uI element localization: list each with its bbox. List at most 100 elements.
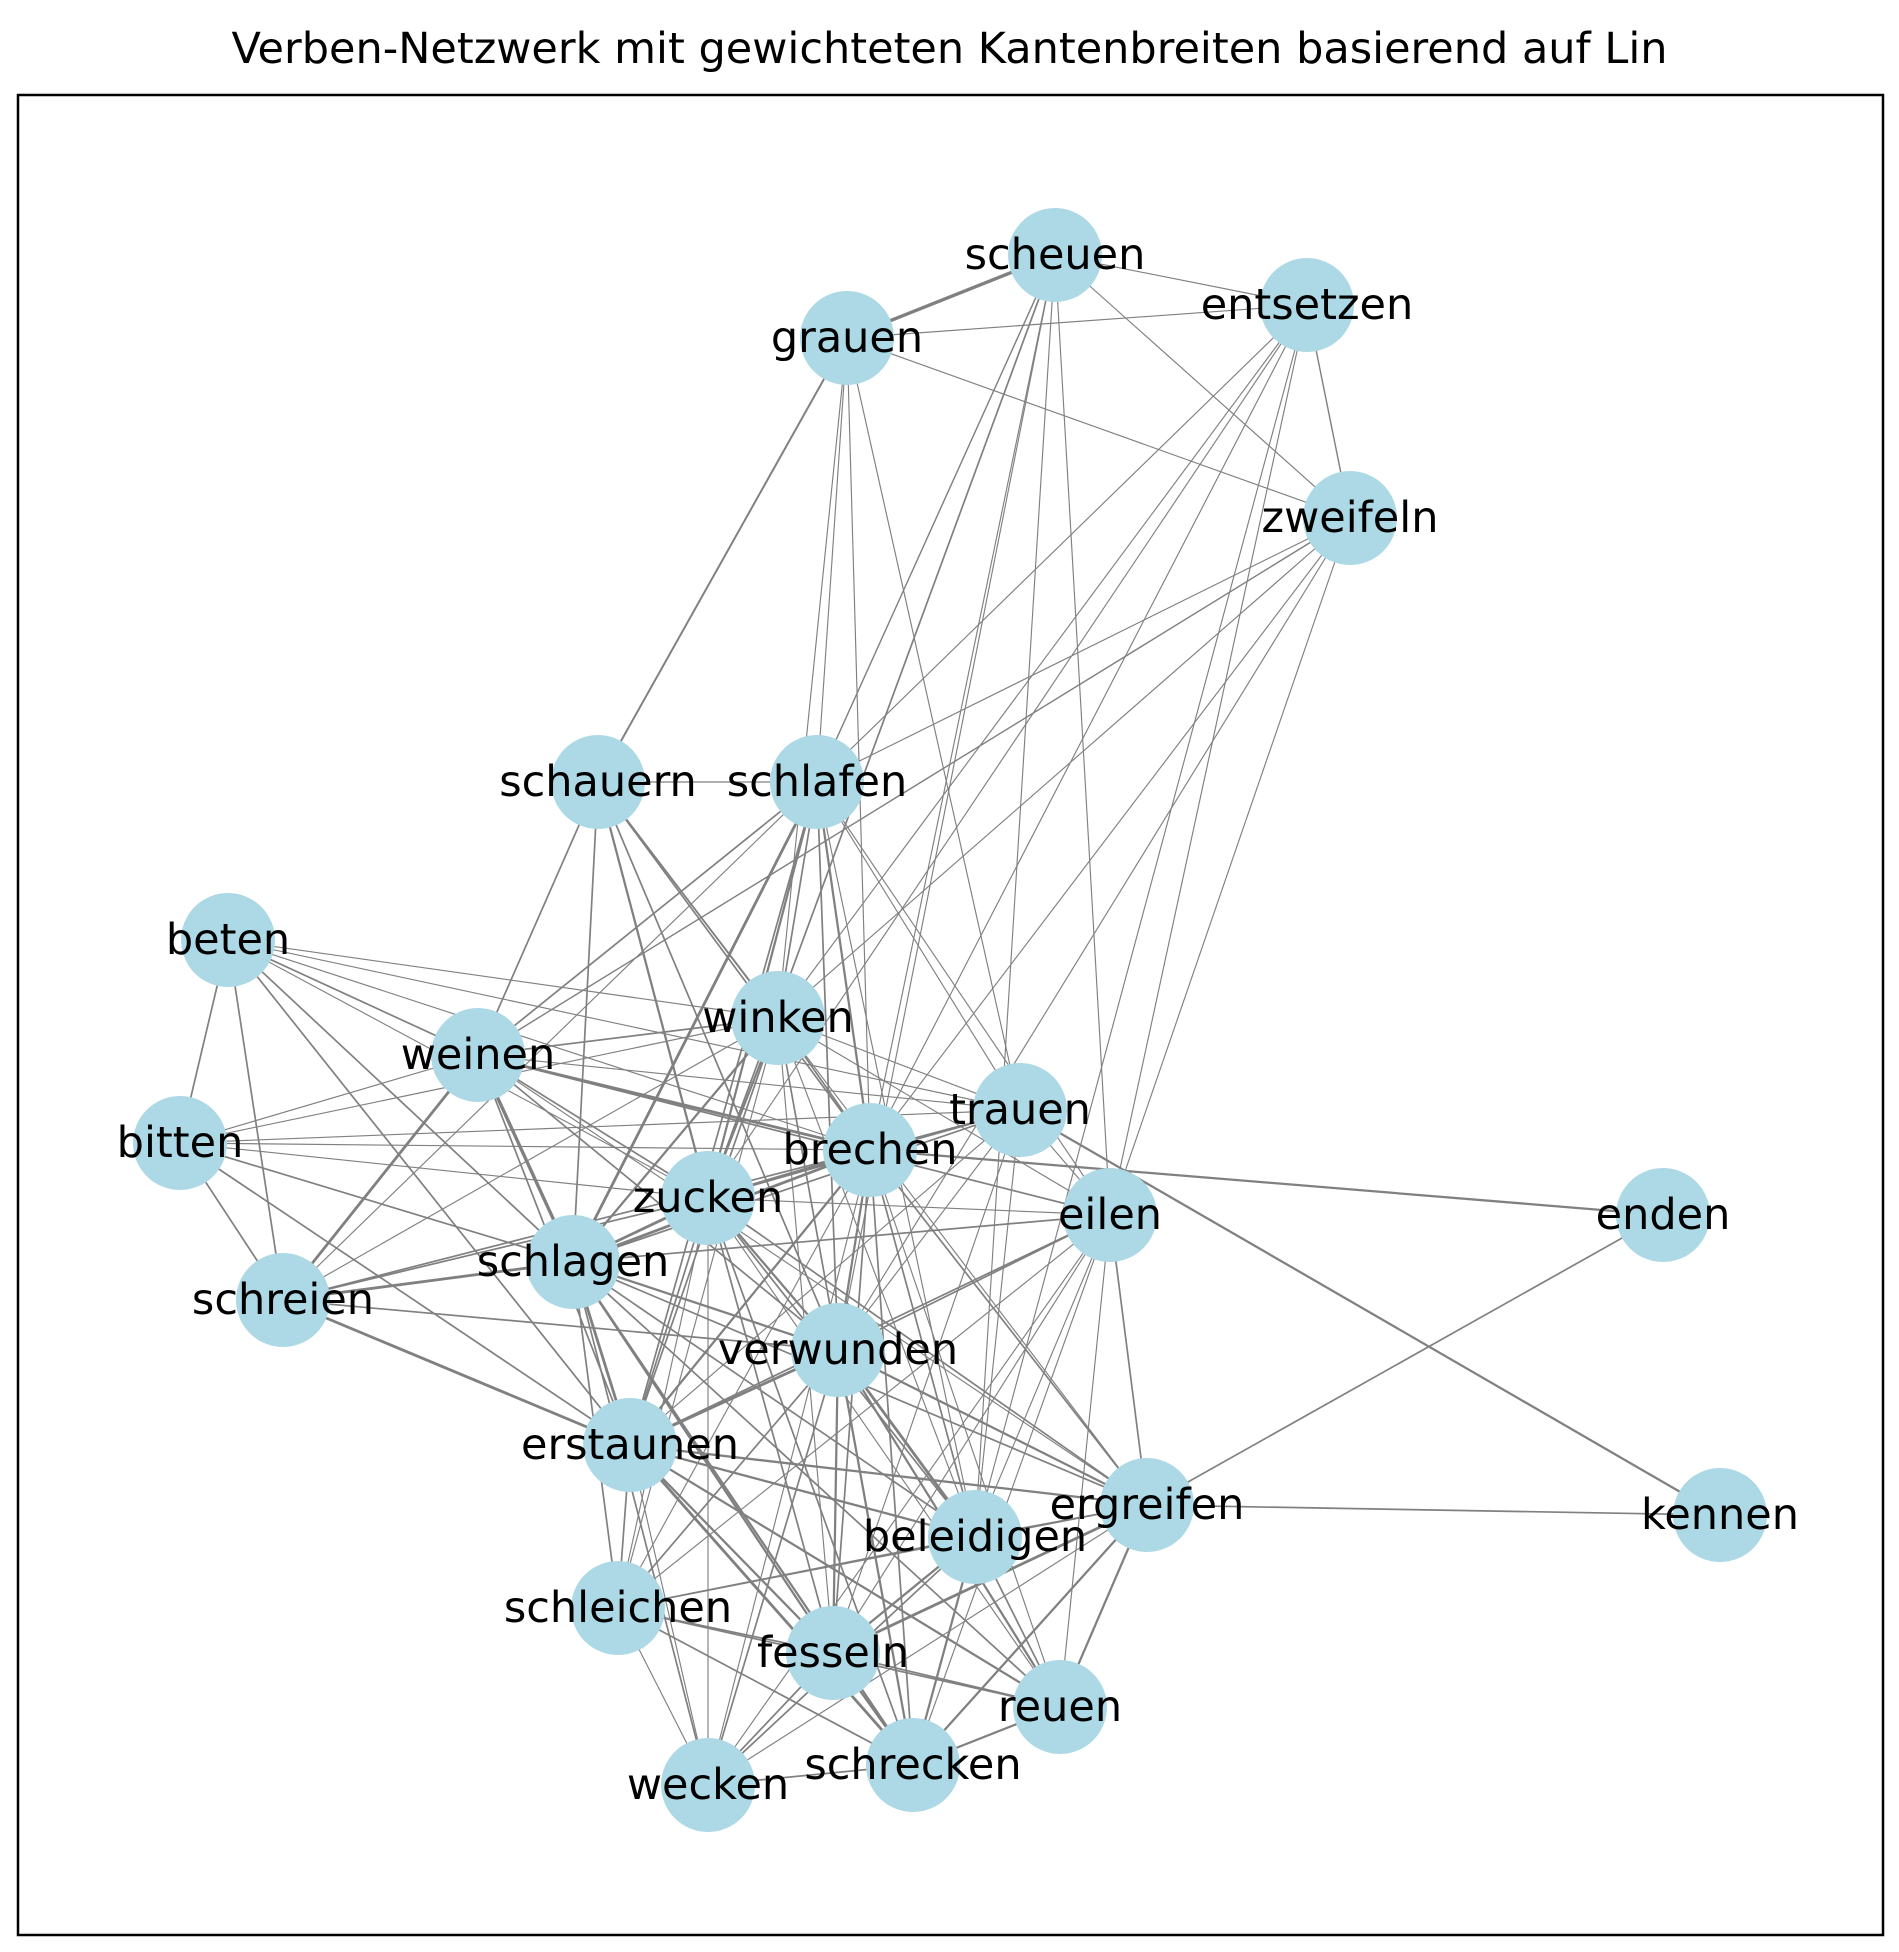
- edge-scheuen-brechen: [869, 254, 1056, 1151]
- edge-bitten-zucken: [179, 1142, 709, 1199]
- edge-erstaunen-schrecken: [628, 1444, 915, 1766]
- node-label-verwunden: verwunden: [718, 1325, 958, 1375]
- edge-beten-schlagen: [227, 939, 574, 1263]
- edge-schlagen-wecken: [572, 1261, 709, 1786]
- node-zucken: [661, 1151, 755, 1245]
- edge-verwunden-schleichen: [617, 1349, 839, 1609]
- edge-scheuen-schlafen: [816, 254, 1056, 783]
- edge-schlafen-schreien: [282, 781, 818, 1301]
- edge-beten-schreien: [227, 939, 284, 1301]
- edge-brechen-schrecken: [869, 1149, 914, 1766]
- edge-schlafen-eilen: [816, 781, 1111, 1216]
- edge-schauern-weinen: [477, 781, 599, 1056]
- edge-bitten-erstaunen: [179, 1142, 631, 1446]
- edge-eilen-schleichen: [617, 1214, 1111, 1609]
- node-reuen: [1013, 1660, 1107, 1754]
- edge-zweifeln-brechen: [869, 517, 1351, 1151]
- node-schleichen: [571, 1561, 665, 1655]
- edge-schlafen-brechen: [815, 781, 872, 1151]
- edge-erstaunen-fesseln: [629, 1444, 834, 1654]
- node-entsetzen: [1260, 258, 1354, 352]
- edge-scheuen-eilen: [1054, 254, 1111, 1216]
- edge-ergreifen-kennen: [1146, 1504, 1721, 1516]
- nodes-layer: [133, 208, 1767, 1832]
- edge-zweifeln-eilen: [1109, 517, 1351, 1216]
- edge-zweifeln-winken: [777, 517, 1351, 1019]
- node-schlafen: [770, 735, 864, 829]
- edge-schlagen-schreien: [282, 1260, 574, 1302]
- node-ergreifen: [1100, 1458, 1194, 1552]
- edge-beten-trauen: [227, 939, 1021, 1111]
- edge-entsetzen-eilen: [1109, 304, 1308, 1216]
- node-label-brechen: brechen: [782, 1125, 957, 1175]
- edge-brechen-fesseln: [832, 1149, 871, 1654]
- edge-scheuen-beleidigen: [974, 254, 1056, 1538]
- edge-bitten-brechen: [179, 1142, 871, 1151]
- edge-schlagen-reuen: [572, 1261, 1061, 1708]
- edge-beten-erstaunen: [227, 939, 631, 1446]
- edge-zweifeln-weinen: [477, 517, 1351, 1056]
- node-erstaunen: [583, 1398, 677, 1492]
- node-beleidigen: [928, 1490, 1022, 1584]
- node-grauen: [800, 291, 894, 385]
- edge-winken-verwunden: [777, 1017, 839, 1351]
- edge-ergreifen-schrecken: [912, 1504, 1148, 1766]
- edge-zucken-eilen: [707, 1197, 1111, 1216]
- edge-winken-eilen: [777, 1017, 1111, 1216]
- node-label-bitten: bitten: [117, 1118, 244, 1168]
- edge-weinen-ergreifen: [477, 1054, 1148, 1506]
- edge-brechen-wecken: [707, 1149, 871, 1786]
- node-label-schauern: schauern: [499, 757, 697, 807]
- node-weinen: [431, 1008, 525, 1102]
- node-eilen: [1063, 1168, 1157, 1262]
- edge-schauern-zucken: [596, 781, 710, 1199]
- node-label-zweifeln: zweifeln: [1262, 493, 1439, 543]
- node-label-wecken: wecken: [627, 1760, 789, 1810]
- edge-trauen-fesseln: [832, 1109, 1021, 1654]
- edge-winken-schreien: [282, 1017, 779, 1301]
- node-label-enden: enden: [1596, 1190, 1731, 1240]
- edge-verwunden-ergreifen: [837, 1348, 1148, 1507]
- node-label-schreien: schreien: [192, 1275, 374, 1325]
- edge-bitten-weinen: [179, 1054, 479, 1144]
- edge-beten-brechen: [227, 939, 871, 1151]
- node-label-weinen: weinen: [401, 1030, 556, 1080]
- edge-trauen-schlagen: [572, 1109, 1021, 1263]
- edge-weinen-winken: [477, 1017, 779, 1056]
- edge-brechen-ergreifen: [869, 1149, 1148, 1506]
- node-scheuen: [1008, 208, 1102, 302]
- edge-entsetzen-schlafen: [816, 304, 1308, 783]
- node-label-beten: beten: [166, 915, 290, 965]
- node-wecken: [661, 1738, 755, 1832]
- node-label-reuen: reuen: [998, 1682, 1122, 1732]
- edge-brechen-erstaunen: [629, 1149, 871, 1446]
- node-label-beleidigen: beleidigen: [863, 1512, 1087, 1562]
- labels-layer: scheuen entsetzen grauen zweifeln schauern sc…: [117, 230, 1799, 1810]
- edge-scheuen-zweifeln: [1054, 254, 1351, 519]
- edge-weinen-trauen: [477, 1054, 1021, 1111]
- node-label-erstaunen: erstaunen: [521, 1420, 739, 1470]
- edge-grauen-zweifeln: [846, 337, 1351, 519]
- edge-schlafen-schlagen: [571, 781, 819, 1263]
- edge-zucken-reuen: [707, 1197, 1061, 1708]
- node-label-fesseln: fesseln: [757, 1628, 909, 1678]
- node-label-scheuen: scheuen: [965, 230, 1146, 280]
- edge-verwunden-wecken: [707, 1349, 839, 1786]
- node-label-winken: winken: [702, 993, 853, 1043]
- edge-weinen-eilen: [477, 1054, 1111, 1216]
- node-label-schlagen: schlagen: [477, 1237, 670, 1287]
- edge-grauen-schlafen: [816, 337, 848, 783]
- edge-schlafen-verwunden: [816, 781, 839, 1351]
- chart-title: Verben-Netzwerk mit gewichteten Kantenbr…: [231, 24, 1668, 74]
- edge-winken-beleidigen: [777, 1017, 976, 1538]
- node-schreien: [236, 1253, 330, 1347]
- node-label-schrecken: schrecken: [804, 1740, 1021, 1790]
- node-label-grauen: grauen: [771, 313, 923, 363]
- node-trauen: [973, 1063, 1067, 1157]
- edge-erstaunen-wecken: [629, 1444, 709, 1786]
- node-zweifeln: [1303, 471, 1397, 565]
- edge-eilen-wecken: [707, 1214, 1111, 1786]
- edge-trauen-erstaunen: [629, 1109, 1021, 1446]
- edge-weinen-schreien: [281, 1054, 480, 1301]
